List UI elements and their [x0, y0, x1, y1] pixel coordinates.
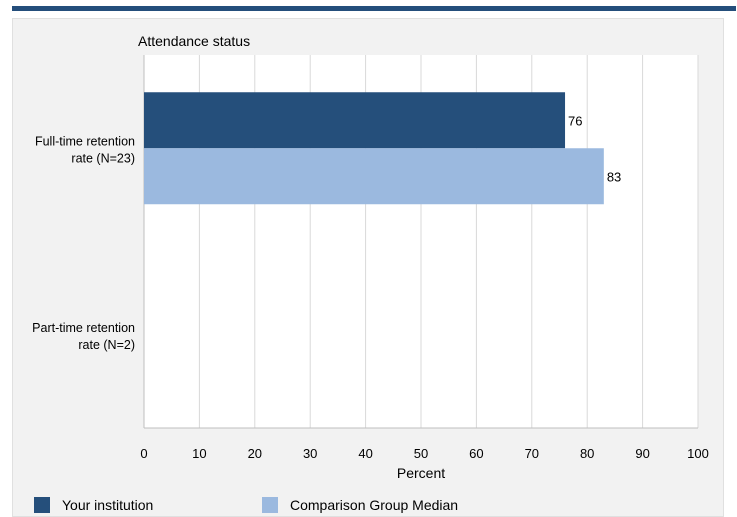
x-tick-label: 0 — [140, 446, 147, 461]
x-tick-label: 50 — [414, 446, 428, 461]
x-tick-label: 40 — [358, 446, 372, 461]
x-tick-label: 20 — [248, 446, 262, 461]
chart-title: Attendance status — [138, 33, 250, 49]
category-label: Full-time retention — [35, 134, 135, 148]
legend-swatch-your-institution — [34, 497, 50, 513]
category-label: Part-time retention — [32, 321, 135, 335]
legend-swatch-comparison-median — [262, 497, 278, 513]
legend-item-your-institution: Your institution — [34, 497, 153, 513]
bar — [144, 148, 604, 205]
x-tick-label: 80 — [580, 446, 594, 461]
x-axis-title: Percent — [397, 465, 445, 481]
x-tick-label: 10 — [192, 446, 206, 461]
category-label: rate (N=23) — [71, 151, 135, 165]
legend-item-comparison-median: Comparison Group Median — [262, 497, 458, 513]
legend-label-your-institution: Your institution — [62, 497, 154, 513]
legend-label-comparison-median: Comparison Group Median — [290, 497, 459, 513]
x-tick-label: 100 — [687, 446, 709, 461]
category-label: rate (N=2) — [78, 338, 135, 352]
x-tick-label: 70 — [525, 446, 539, 461]
x-tick-label: 90 — [635, 446, 649, 461]
data-label: 76 — [568, 113, 582, 128]
header-rule — [12, 6, 736, 11]
x-tick-label: 60 — [469, 446, 483, 461]
bar — [144, 92, 566, 149]
legend-panel — [12, 483, 724, 517]
x-tick-label: 30 — [303, 446, 317, 461]
data-label: 83 — [607, 169, 621, 184]
